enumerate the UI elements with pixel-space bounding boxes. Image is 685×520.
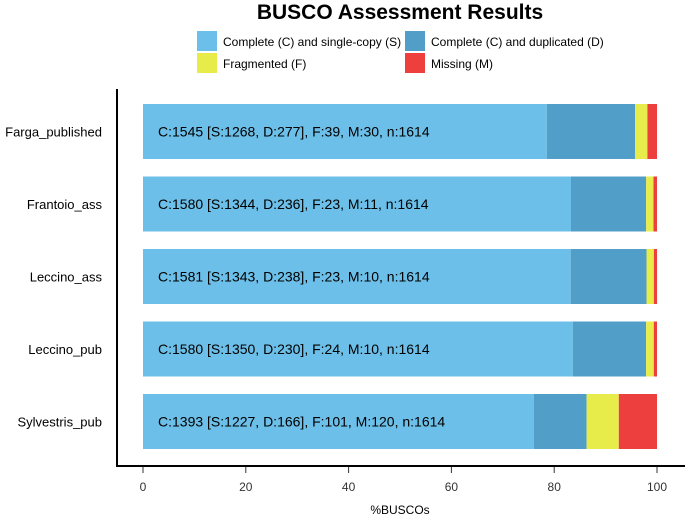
legend-label-fragmented: Fragmented (F) — [223, 57, 306, 71]
category-labels: Farga_published Frantoio_ass Leccino_ass Le… — [5, 125, 102, 430]
x-tick-label-40: 40 — [342, 480, 356, 494]
legend-label-missing: Missing (M) — [431, 57, 493, 71]
bar-sylvestris-pub-single-copy — [143, 394, 534, 449]
bar-frantoio-ass-missing — [653, 176, 657, 232]
chart-title: BUSCO Assessment Results — [257, 1, 543, 24]
bar-leccino-ass-missing — [653, 249, 658, 304]
bar-farga-published-single-copy — [143, 104, 547, 159]
bar-label-farga-published: C:1545 [S:1268, D:277], F:39, M:30, n:16… — [158, 124, 430, 140]
x-tick-label-80: 80 — [548, 480, 562, 494]
bar-label-leccino-pub: C:1580 [S:1350, D:230], F:24, M:10, n:16… — [158, 341, 430, 357]
category-label-leccino-pub: Leccino_pub — [28, 342, 102, 357]
x-tick-label-100: 100 — [647, 480, 667, 494]
bar-sylvestris-pub-missing — [618, 394, 657, 449]
bar-sylvestris-pub-fragmented — [586, 394, 619, 449]
bar-farga-published-missing — [647, 104, 657, 159]
bar-frantoio-ass-fragmented — [646, 176, 654, 232]
bar-sylvestris-pub-duplicated — [533, 394, 587, 449]
x-tick-label-20: 20 — [239, 480, 253, 494]
x-axis-title: %BUSCOs — [370, 503, 429, 517]
x-ticks: 0 20 40 60 80 100 — [140, 467, 667, 494]
bar-farga-published-fragmented — [635, 104, 648, 159]
bar-leccino-pub-single-copy — [143, 321, 573, 377]
bar-leccino-pub-missing — [653, 321, 657, 377]
category-label-sylvestris-pub: Sylvestris_pub — [17, 415, 102, 430]
bar-frantoio-ass-duplicated — [571, 176, 647, 232]
bar-label-leccino-ass: C:1581 [S:1343, D:238], F:23, M:10, n:16… — [158, 269, 430, 285]
legend-swatch-missing — [405, 53, 425, 73]
x-tick-label-60: 60 — [445, 480, 459, 494]
bar-leccino-ass-single-copy — [143, 249, 571, 304]
legend-swatch-duplicated — [405, 31, 425, 51]
category-label-farga-published: Farga_published — [5, 125, 102, 140]
legend-swatch-fragmented — [197, 53, 217, 73]
bar-leccino-pub-fragmented — [646, 321, 654, 377]
bars-group: C:1545 [S:1268, D:277], F:39, M:30, n:16… — [143, 104, 658, 449]
bar-label-frantoio-ass: C:1580 [S:1344, D:236], F:23, M:11, n:16… — [158, 196, 429, 212]
bar-label-sylvestris-pub: C:1393 [S:1227, D:166], F:101, M:120, n:… — [158, 414, 445, 430]
legend: Complete (C) and single-copy (S) Complet… — [197, 31, 604, 73]
legend-label-single-copy: Complete (C) and single-copy (S) — [223, 35, 401, 49]
bar-leccino-ass-fragmented — [646, 249, 654, 304]
bar-leccino-ass-duplicated — [570, 249, 647, 304]
category-label-leccino-ass: Leccino_ass — [30, 270, 103, 285]
bar-leccino-pub-duplicated — [572, 321, 647, 377]
legend-label-duplicated: Complete (C) and duplicated (D) — [431, 35, 604, 49]
category-label-frantoio-ass: Frantoio_ass — [27, 197, 103, 212]
bar-frantoio-ass-single-copy — [143, 176, 572, 232]
bar-farga-published-duplicated — [546, 104, 636, 159]
x-tick-label-0: 0 — [140, 480, 147, 494]
legend-swatch-single-copy — [197, 31, 217, 51]
